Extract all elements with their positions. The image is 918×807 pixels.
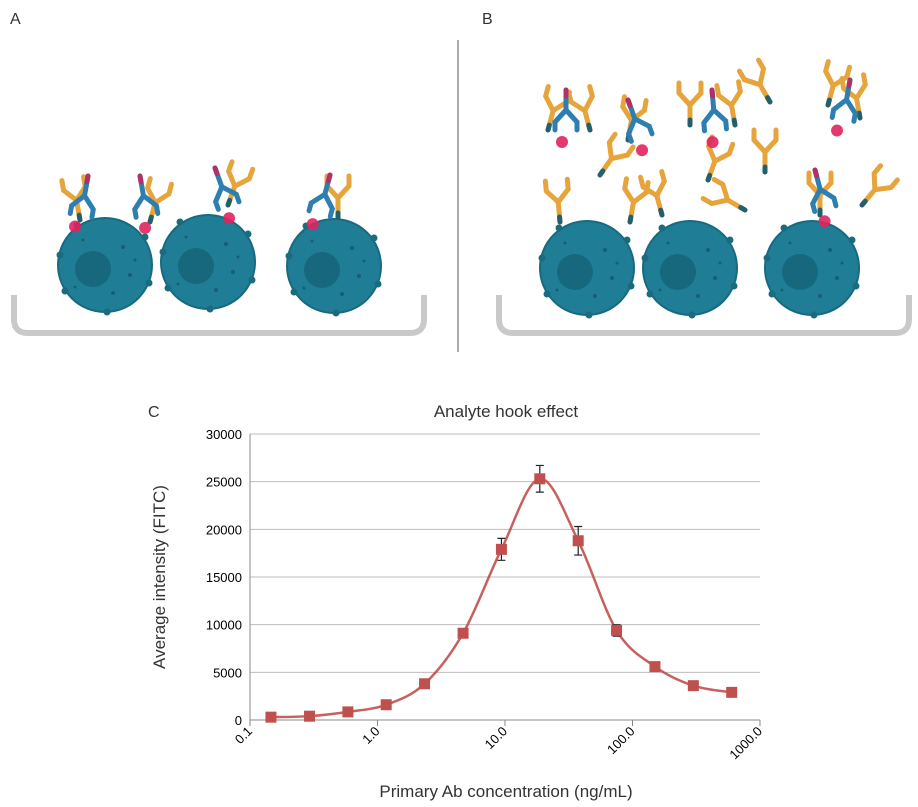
marker [611, 624, 623, 636]
marker [572, 535, 584, 547]
cell [284, 218, 383, 318]
marker [495, 543, 507, 555]
x-tick-label: 10.0 [482, 724, 511, 753]
x-tick-label: 100.0 [604, 724, 638, 758]
marker [265, 711, 277, 723]
cell [640, 220, 739, 320]
marker [342, 706, 354, 718]
cell [762, 220, 861, 320]
marker [419, 678, 431, 690]
primary-antibody [555, 90, 577, 148]
tray [496, 295, 912, 336]
antibody [569, 87, 601, 133]
antibody [754, 130, 776, 172]
marker [649, 661, 661, 673]
y-tick-label: 30000 [206, 427, 242, 442]
illustration-a [11, 162, 427, 336]
marker [726, 686, 738, 698]
antibody [854, 166, 898, 212]
y-axis-label: Average intensity (FITC) [150, 485, 169, 669]
cell [158, 214, 257, 314]
illustration-b [496, 60, 912, 336]
y-tick-label: 5000 [213, 665, 242, 680]
series-line [270, 477, 732, 719]
antibody [545, 179, 571, 223]
chart-title: Analyte hook effect [434, 402, 579, 421]
marker [534, 473, 546, 485]
y-tick-label: 10000 [206, 618, 242, 633]
cell [537, 220, 636, 320]
tray [11, 295, 427, 336]
y-tick-label: 0 [235, 713, 242, 728]
y-tick-label: 15000 [206, 570, 242, 585]
marker [687, 680, 699, 692]
y-tick-label: 25000 [206, 475, 242, 490]
marker [380, 699, 392, 711]
antibody [679, 83, 701, 125]
panel-label: C [148, 404, 160, 421]
marker [304, 710, 316, 722]
marker [457, 627, 469, 639]
x-tick-label: 1.0 [359, 724, 382, 747]
x-tick-label: 1000.0 [726, 724, 765, 763]
antibody [739, 60, 779, 107]
antibody [703, 179, 750, 219]
primary-antibody [129, 174, 161, 235]
cell [55, 217, 154, 317]
y-tick-label: 20000 [206, 522, 242, 537]
panel-label: A [10, 11, 21, 28]
x-axis-label: Primary Ab concentration (ng/mL) [379, 782, 632, 801]
panel-label: B [482, 11, 493, 28]
